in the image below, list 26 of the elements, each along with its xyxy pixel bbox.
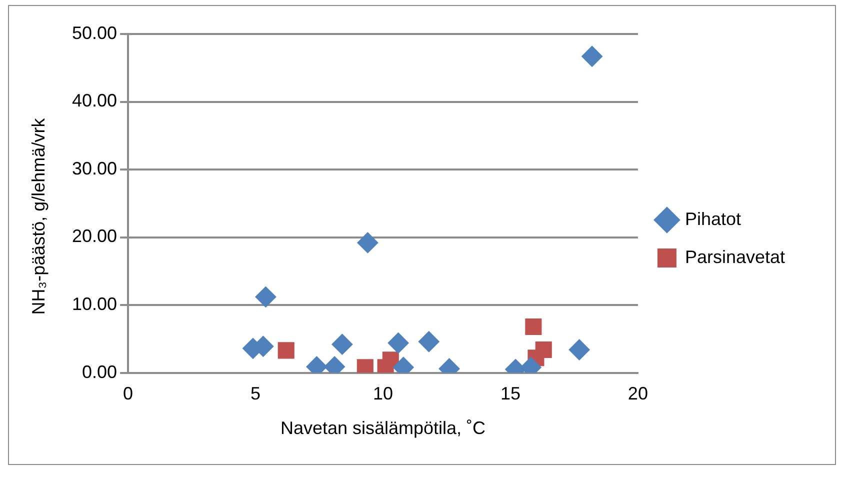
point xyxy=(255,286,276,308)
y-tick-label: 0.00 xyxy=(82,362,118,382)
point xyxy=(568,339,590,360)
x-tick-label: 10 xyxy=(372,384,394,404)
point xyxy=(582,46,603,67)
point xyxy=(332,334,353,355)
legend-label: Pihatot xyxy=(684,208,741,229)
legend-label: Parsinavetat xyxy=(684,246,786,267)
y-tick-label: 20.00 xyxy=(72,226,118,246)
y-tick-label: 50.00 xyxy=(72,22,118,43)
x-tick-label: 5 xyxy=(250,384,261,404)
y-tick-label: 10.00 xyxy=(72,294,118,314)
point xyxy=(382,352,399,368)
point xyxy=(278,342,294,359)
point xyxy=(535,341,552,358)
point xyxy=(525,318,542,335)
x-axis-title: Navetan sisälämpötila, ˚C xyxy=(280,418,486,438)
y-tick-label: 40.00 xyxy=(72,90,118,111)
x-tick-label: 20 xyxy=(628,384,648,404)
point xyxy=(357,232,378,254)
x-tick-label: 0 xyxy=(123,384,134,404)
y-axis-title: NH₃-päästö, g/lehmä/vrk xyxy=(28,117,50,317)
point xyxy=(418,331,440,352)
point xyxy=(388,332,409,354)
x-tick-label: 15 xyxy=(500,384,520,404)
y-tick-label: 30.00 xyxy=(72,158,118,178)
